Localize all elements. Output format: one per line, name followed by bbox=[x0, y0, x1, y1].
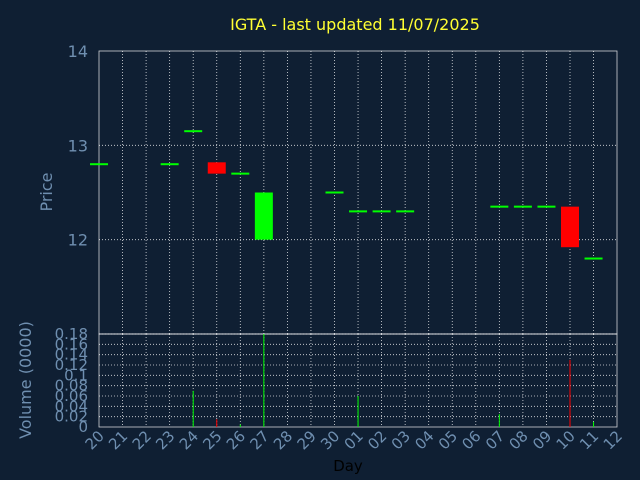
x-axis-label: Day bbox=[333, 457, 363, 475]
x-tick-label: 04 bbox=[411, 427, 437, 453]
candle-23 bbox=[160, 163, 179, 166]
x-tick-label: 08 bbox=[505, 427, 531, 453]
volume-panel: 00.020.040.060.080.10.120.140.160.18 bbox=[55, 325, 618, 436]
x-tick-label: 30 bbox=[317, 427, 343, 453]
candle-26 bbox=[231, 172, 250, 175]
volume-tick-label: 0.12 bbox=[55, 356, 88, 374]
x-tick-label: 29 bbox=[294, 427, 320, 453]
x-tick-label: 10 bbox=[553, 427, 579, 453]
price-axis-label: Price bbox=[37, 172, 56, 211]
x-tick-label: 12 bbox=[600, 427, 626, 453]
volume-tick-label: 0.08 bbox=[55, 377, 88, 395]
x-tick-label: 26 bbox=[223, 427, 249, 453]
volume-tick-label: 0.16 bbox=[55, 335, 88, 353]
volume-tick-label: 0.18 bbox=[55, 325, 88, 343]
candle-01 bbox=[349, 210, 368, 213]
volume-axis-label: Volume (0000) bbox=[16, 321, 35, 439]
candle-09 bbox=[537, 205, 556, 208]
volume-tick-label: 0.04 bbox=[55, 397, 88, 415]
x-tick-label: 07 bbox=[482, 427, 508, 453]
candle-10 bbox=[561, 206, 579, 248]
x-tick-label: 11 bbox=[576, 427, 602, 453]
candle-02 bbox=[372, 210, 391, 213]
chart-title: IGTA - last updated 11/07/2025 bbox=[230, 15, 480, 34]
x-tick-label: 03 bbox=[388, 427, 414, 453]
volume-tick-label: 0 bbox=[78, 418, 88, 436]
volume-tick-label: 0.1 bbox=[64, 366, 88, 384]
x-tick-label: 27 bbox=[246, 427, 272, 453]
volume-tick-label: 0.02 bbox=[55, 408, 88, 426]
price-tick-label: 14 bbox=[68, 42, 88, 61]
candle-08 bbox=[513, 205, 532, 208]
x-tick-label: 02 bbox=[364, 427, 390, 453]
x-tick-label: 21 bbox=[105, 427, 131, 453]
candle-24 bbox=[184, 130, 203, 133]
price-tick-label: 13 bbox=[68, 136, 88, 155]
candle-20 bbox=[90, 163, 108, 166]
x-axis: 2021222324252627282930010203040506070809… bbox=[82, 427, 626, 453]
x-tick-label: 06 bbox=[458, 427, 484, 453]
x-tick-label: 05 bbox=[435, 427, 461, 453]
x-tick-label: 28 bbox=[270, 427, 296, 453]
candle-30 bbox=[325, 191, 344, 194]
volume-tick-label: 0.06 bbox=[55, 387, 88, 405]
candle-27 bbox=[254, 192, 273, 240]
candle-11 bbox=[584, 257, 603, 260]
candle-25 bbox=[207, 162, 226, 174]
price-tick-label: 12 bbox=[68, 231, 88, 250]
x-tick-label: 01 bbox=[341, 427, 367, 453]
volume-tick-label: 0.14 bbox=[55, 346, 88, 364]
price-panel: 12 13 14 bbox=[68, 42, 618, 335]
x-tick-label: 09 bbox=[529, 427, 555, 453]
candle-03 bbox=[396, 210, 415, 213]
x-tick-label: 25 bbox=[199, 427, 225, 453]
candle-07 bbox=[490, 205, 509, 208]
x-tick-label: 22 bbox=[129, 427, 155, 453]
x-tick-label: 24 bbox=[176, 427, 202, 453]
x-tick-label: 23 bbox=[152, 427, 178, 453]
